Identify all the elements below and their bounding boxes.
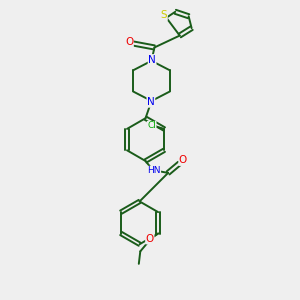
Text: HN: HN [147,166,160,175]
Text: O: O [125,37,133,47]
Text: N: N [148,55,156,64]
Text: O: O [179,155,187,165]
Text: Cl: Cl [147,122,156,130]
Text: O: O [146,234,154,244]
Text: S: S [161,11,167,20]
Text: N: N [147,97,155,107]
